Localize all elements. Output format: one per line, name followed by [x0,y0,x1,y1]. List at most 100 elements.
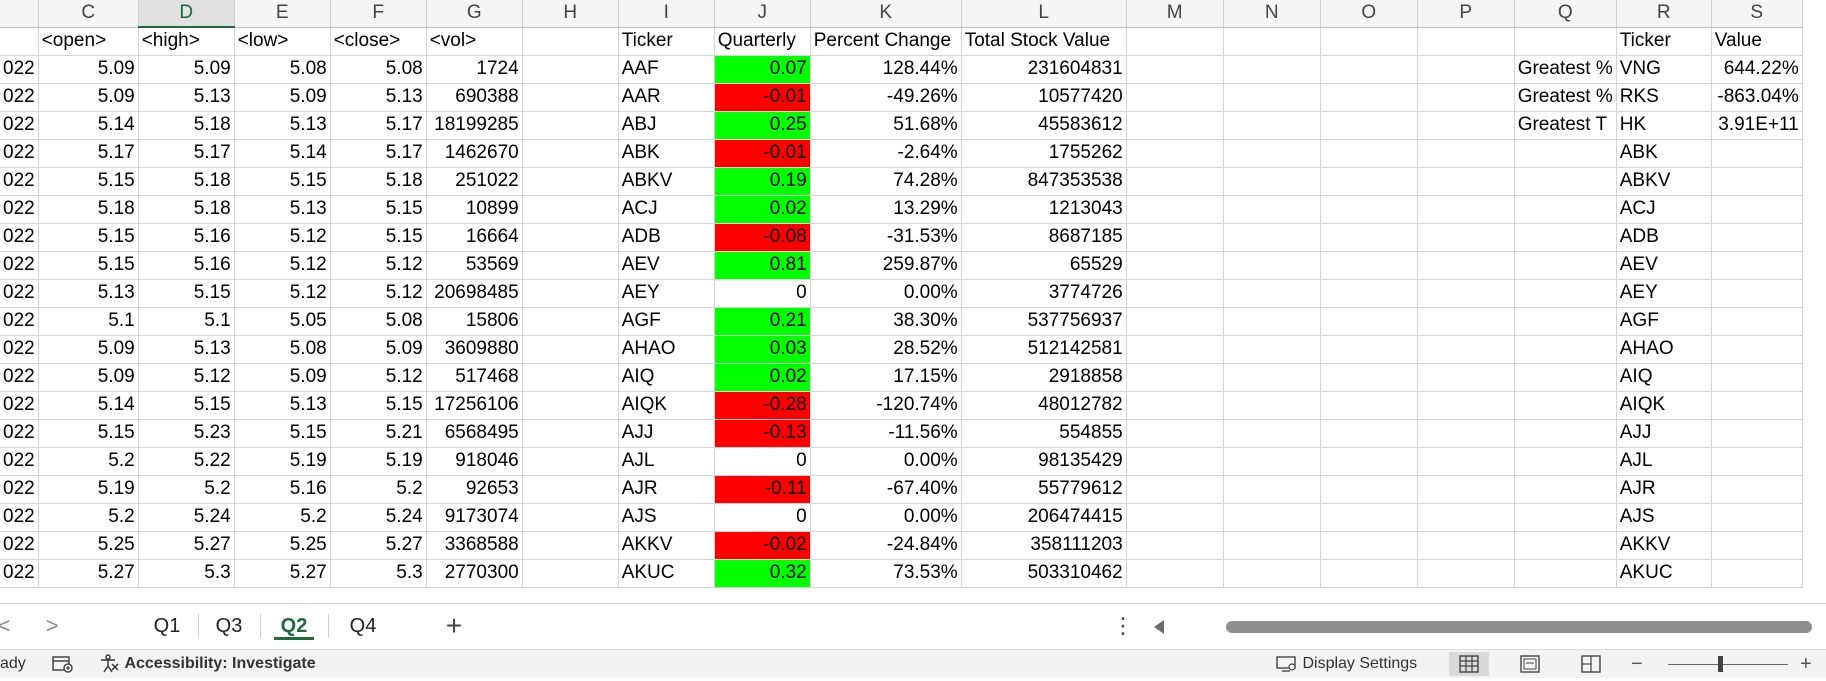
cell-empty[interactable] [522,419,619,448]
cell-low[interactable]: 5.14 [234,139,331,168]
cell-summary-ticker[interactable]: AEV [1616,251,1712,280]
cell-percent-change[interactable]: -67.40% [810,475,962,504]
cell-empty[interactable] [1223,559,1321,588]
cell-open[interactable]: 5.27 [38,559,139,588]
cell-close[interactable]: 5.15 [330,391,427,420]
cell-vol[interactable]: 1724 [426,55,523,84]
cell-empty[interactable] [1417,55,1515,84]
cell-empty[interactable] [522,307,619,336]
cell-ticker[interactable]: ADB [618,223,715,252]
cell-ticker[interactable]: AJJ [618,419,715,448]
cell-summary-label[interactable] [1514,167,1617,196]
cell-total-stock-value[interactable]: 2918858 [961,363,1127,392]
cell-empty[interactable] [1126,363,1224,392]
cell-summary-label[interactable] [1514,531,1617,560]
cell-summary-value[interactable] [1711,419,1803,448]
cell-summary-ticker[interactable]: AJS [1616,503,1712,532]
cell-low[interactable]: 5.15 [234,419,331,448]
scroll-left-icon[interactable] [1154,620,1164,634]
cell-empty[interactable] [1320,531,1418,560]
cell-high[interactable]: 5.09 [138,55,235,84]
cell-low[interactable]: 5.12 [234,279,331,308]
cell-ticker[interactable]: AJL [618,447,715,476]
cell-ticker[interactable]: ABJ [618,111,715,140]
cell-empty[interactable] [522,223,619,252]
cell-vol[interactable]: 3609880 [426,335,523,364]
cell-date[interactable]: 022 [0,335,39,364]
cell-close[interactable]: 5.15 [330,223,427,252]
cell-close[interactable]: 5.12 [330,251,427,280]
cell-open[interactable]: 5.2 [38,447,139,476]
cell-empty[interactable] [1417,167,1515,196]
cell-close[interactable]: 5.08 [330,307,427,336]
cell-close[interactable]: 5.27 [330,531,427,560]
cell-high[interactable]: 5.15 [138,391,235,420]
macro-recording-icon[interactable] [52,654,74,674]
cell-open[interactable]: 5.09 [38,363,139,392]
cell-empty[interactable] [1320,335,1418,364]
cell-high[interactable]: 5.27 [138,531,235,560]
normal-view-button[interactable] [1449,652,1489,676]
cell-open[interactable]: 5.19 [38,475,139,504]
cell-low[interactable]: 5.05 [234,307,331,336]
cell-empty[interactable] [1223,307,1321,336]
cell-low[interactable]: 5.13 [234,391,331,420]
column-header-M[interactable]: M [1126,0,1224,28]
cell-quarterly[interactable]: 0.07 [714,55,811,84]
cell-summary-ticker[interactable]: AGF [1616,307,1712,336]
cell-empty[interactable] [522,503,619,532]
cell-vol[interactable]: 2770300 [426,559,523,588]
cell-empty[interactable] [1417,335,1515,364]
cell-percent-change[interactable]: -120.74% [810,391,962,420]
cell-close[interactable]: 5.17 [330,139,427,168]
cell-empty[interactable] [1320,503,1418,532]
cell-empty[interactable] [1417,559,1515,588]
cell-empty[interactable] [1417,475,1515,504]
cell-ticker[interactable]: AKKV [618,531,715,560]
cell-total-stock-value[interactable]: 3774726 [961,279,1127,308]
cell-empty[interactable] [1126,447,1224,476]
cell-summary-label[interactable] [1514,195,1617,224]
cell-empty[interactable] [522,475,619,504]
cell-summary-label[interactable] [1514,223,1617,252]
cell-percent-change[interactable]: -11.56% [810,419,962,448]
cell-empty[interactable] [522,55,619,84]
cell-close[interactable]: 5.3 [330,559,427,588]
cell-percent-change[interactable]: -49.26% [810,83,962,112]
cell-summary-ticker[interactable]: RKS [1616,83,1712,112]
cell-date[interactable]: 022 [0,279,39,308]
cell-open[interactable]: 5.25 [38,531,139,560]
cell-empty[interactable] [1417,447,1515,476]
cell-summary-value[interactable] [1711,447,1803,476]
cell-high[interactable]: 5.18 [138,195,235,224]
column-header-L[interactable]: L [961,0,1127,28]
cell-percent-change[interactable]: -24.84% [810,531,962,560]
cell-summary-value[interactable] [1711,195,1803,224]
cell-vol[interactable]: 6568495 [426,419,523,448]
cell-ticker[interactable]: AIQK [618,391,715,420]
cell-empty[interactable] [1126,335,1224,364]
header-cell-p-empty[interactable] [1417,27,1515,56]
cell-empty[interactable] [1320,55,1418,84]
cell-empty[interactable] [1417,363,1515,392]
cell-empty[interactable] [522,195,619,224]
cell-empty[interactable] [1417,111,1515,140]
cell-empty[interactable] [1417,195,1515,224]
cell-empty[interactable] [522,279,619,308]
cell-high[interactable]: 5.15 [138,279,235,308]
cell-percent-change[interactable]: 74.28% [810,167,962,196]
cell-vol[interactable]: 1462670 [426,139,523,168]
sheet-tab-q4[interactable]: Q4 [334,604,392,648]
column-header-J[interactable]: J [714,0,811,28]
cell-vol[interactable]: 18199285 [426,111,523,140]
cell-empty[interactable] [1223,503,1321,532]
cell-low[interactable]: 5.19 [234,447,331,476]
cell-date[interactable]: 022 [0,531,39,560]
cell-empty[interactable] [1126,279,1224,308]
cell-quarterly[interactable]: 0 [714,503,811,532]
cell-total-stock-value[interactable]: 231604831 [961,55,1127,84]
horizontal-scrollbar[interactable] [1148,616,1820,638]
cell-empty[interactable] [1126,195,1224,224]
cell-quarterly[interactable]: 0.25 [714,111,811,140]
cell-total-stock-value[interactable]: 65529 [961,251,1127,280]
